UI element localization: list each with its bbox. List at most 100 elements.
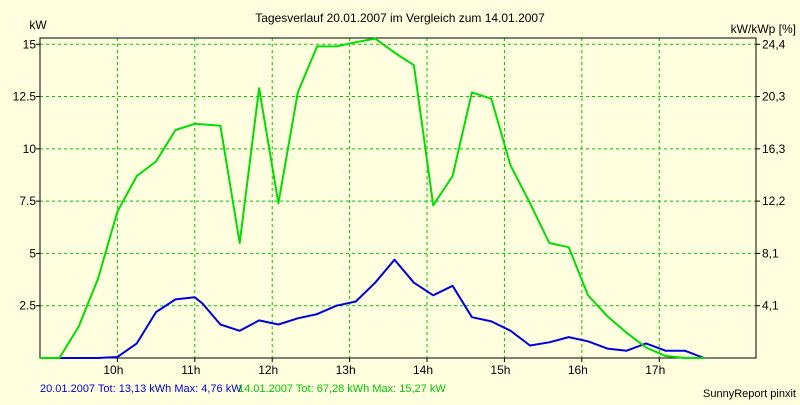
data-point-20-01-2007	[664, 349, 667, 352]
data-point-14-01-2007	[238, 242, 241, 244]
data-point-14-01-2007	[529, 202, 531, 205]
data-point-20-01-2007	[606, 347, 609, 350]
data-point-20-01-2007	[194, 296, 196, 299]
data-point-14-01-2007	[219, 125, 222, 127]
data-point-20-01-2007	[201, 302, 204, 305]
data-point-14-01-2007	[625, 332, 628, 334]
data-point-20-01-2007	[548, 341, 551, 344]
data-point-20-01-2007	[509, 330, 512, 332]
x-tick-label: 15h	[490, 363, 510, 377]
data-point-20-01-2007	[258, 319, 260, 322]
data-point-14-01-2007	[413, 64, 415, 66]
data-point-20-01-2007	[77, 357, 80, 359]
data-point-20-01-2007	[393, 258, 396, 261]
data-point-20-01-2007	[277, 323, 280, 326]
series-layer	[40, 37, 705, 359]
data-point-20-01-2007	[335, 304, 338, 307]
data-point-14-01-2007	[548, 242, 551, 244]
tick-layer: 2.5 4,1 5 8,1 7.5 12,2 10 16,3 12.5 20,3 15 24,4 10h…	[13, 37, 786, 377]
data-point-20-01-2007	[490, 320, 493, 323]
data-point-20-01-2007	[135, 342, 138, 345]
data-point-14-01-2007	[155, 160, 157, 163]
data-point-20-01-2007	[451, 285, 454, 287]
legend-entry-20-01-2007: 20.01.2007 Tot: 13,13 kWh Max: 4,76 kW	[40, 383, 242, 395]
y-left-tick-label: 12.5	[13, 90, 37, 104]
y-right-tick-label: 16,3	[762, 142, 786, 156]
data-point-14-01-2007	[471, 91, 473, 94]
y-left-tick-label: 5	[29, 246, 36, 260]
data-point-14-01-2007	[374, 37, 376, 40]
footer-credit: SunnyReport pinxit	[703, 388, 796, 400]
data-point-20-01-2007	[238, 330, 241, 332]
data-point-14-01-2007	[116, 210, 119, 213]
data-point-14-01-2007	[335, 45, 338, 48]
data-point-20-01-2007	[374, 281, 376, 284]
data-point-14-01-2007	[393, 51, 396, 54]
data-point-20-01-2007	[471, 316, 473, 319]
data-point-14-01-2007	[174, 129, 177, 131]
x-tick-label: 10h	[103, 363, 123, 377]
data-point-14-01-2007	[296, 91, 299, 94]
data-point-14-01-2007	[316, 45, 318, 48]
y-right-tick-label: 8,1	[762, 246, 779, 260]
data-point-14-01-2007	[135, 175, 138, 177]
x-tick-label: 13h	[336, 363, 356, 377]
data-point-14-01-2007	[58, 357, 61, 359]
data-point-20-01-2007	[97, 357, 99, 359]
data-point-14-01-2007	[258, 87, 260, 89]
data-point-20-01-2007	[355, 300, 357, 303]
grid-layer	[40, 38, 756, 358]
y-right-tick-label: 24,4	[762, 37, 786, 51]
data-point-14-01-2007	[509, 164, 512, 167]
y-left-tick-label: 10	[23, 142, 37, 156]
data-point-20-01-2007	[432, 294, 435, 297]
data-point-20-01-2007	[529, 344, 531, 347]
data-point-20-01-2007	[625, 349, 628, 352]
y-right-tick-label: 4,1	[762, 299, 779, 313]
y-right-tick-label: 20,3	[762, 90, 786, 104]
data-point-14-01-2007	[194, 122, 196, 125]
legend-entry-14-01-2007: 14.01.2007 Tot: 67,28 kWh Max: 15,27 kW	[238, 383, 446, 395]
x-tick-label: 17h	[645, 363, 665, 377]
data-point-14-01-2007	[703, 357, 705, 359]
data-point-20-01-2007	[413, 281, 415, 284]
data-point-14-01-2007	[490, 97, 493, 100]
y-axis-left-label: kW	[29, 18, 47, 32]
data-point-20-01-2007	[316, 313, 318, 315]
y-axis-right-label: kW/kWp [%]	[731, 22, 796, 36]
chart-title: Tagesverlauf 20.01.2007 im Vergleich zum…	[255, 11, 545, 25]
data-point-14-01-2007	[432, 204, 435, 207]
x-tick-label: 16h	[568, 363, 588, 377]
data-point-14-01-2007	[451, 175, 454, 177]
y-left-tick-label: 2.5	[19, 299, 36, 313]
data-point-14-01-2007	[277, 202, 280, 205]
data-point-20-01-2007	[174, 298, 177, 301]
x-tick-label: 11h	[181, 363, 200, 377]
plot-border	[39, 37, 757, 359]
x-tick-label: 12h	[258, 363, 278, 377]
y-right-tick-label: 12,2	[762, 194, 786, 208]
data-point-20-01-2007	[645, 342, 647, 345]
data-point-20-01-2007	[155, 311, 157, 313]
data-point-20-01-2007	[587, 340, 589, 343]
data-point-14-01-2007	[664, 355, 667, 357]
x-tick-label: 14h	[413, 363, 433, 377]
data-point-14-01-2007	[645, 346, 647, 349]
data-point-14-01-2007	[683, 357, 686, 359]
data-point-14-01-2007	[355, 41, 357, 43]
data-point-14-01-2007	[606, 315, 609, 317]
data-point-20-01-2007	[683, 349, 686, 352]
data-point-14-01-2007	[77, 325, 80, 328]
data-point-14-01-2007	[567, 246, 570, 248]
y-left-tick-label: 15	[23, 37, 37, 51]
y-left-tick-label: 7.5	[19, 194, 36, 208]
data-point-20-01-2007	[296, 317, 299, 320]
data-point-20-01-2007	[116, 356, 119, 358]
data-point-14-01-2007	[587, 294, 589, 297]
data-point-14-01-2007	[97, 277, 99, 280]
data-point-20-01-2007	[567, 336, 570, 338]
series-line-20-01-2007	[40, 258, 705, 359]
